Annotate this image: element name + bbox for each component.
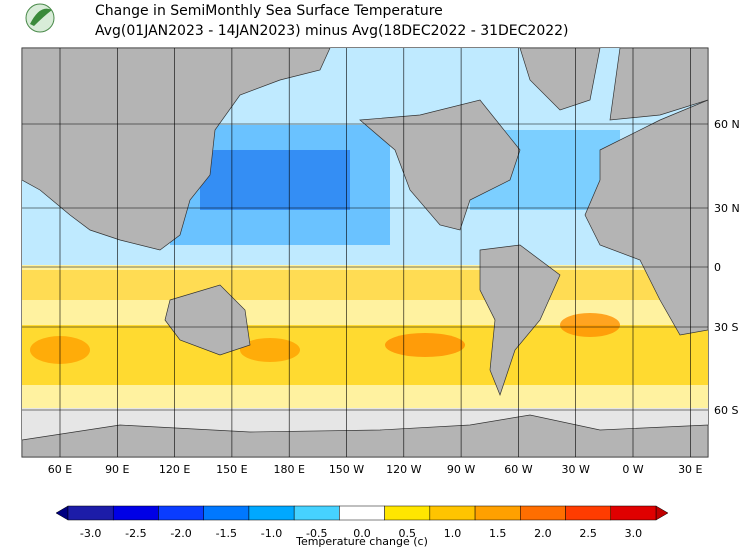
colorbar-swatch bbox=[248, 505, 295, 521]
colorbar-tick-label: 0.5 bbox=[398, 527, 416, 540]
colorbar-tick-label: -1.5 bbox=[216, 527, 237, 540]
longitude-label: 0 W bbox=[622, 463, 643, 476]
longitude-label: 90 W bbox=[447, 463, 475, 476]
colorbar-swatch bbox=[474, 505, 521, 521]
colorbar-tick-label: 2.5 bbox=[579, 527, 597, 540]
latitude-label: 60 S bbox=[714, 404, 738, 417]
colorbar-swatch bbox=[158, 505, 204, 521]
latitude-label: 30 N bbox=[714, 202, 740, 215]
latitude-label: 60 N bbox=[714, 118, 740, 131]
colorbar-swatch bbox=[520, 505, 566, 521]
longitude-label: 60 E bbox=[48, 463, 72, 476]
colorbar-label: Temperature change (c) bbox=[295, 535, 428, 548]
colorbar-swatch bbox=[112, 505, 159, 521]
colorbar-tick-label: 2.0 bbox=[534, 527, 552, 540]
colorbar-under bbox=[55, 505, 69, 521]
map bbox=[21, 47, 709, 458]
longitude-label: 180 E bbox=[273, 463, 304, 476]
colorbar-swatch bbox=[339, 505, 385, 521]
colorbar-tick-label: -1.0 bbox=[261, 527, 282, 540]
colorbar-tick-label: 0.0 bbox=[353, 527, 371, 540]
colorbar-swatch bbox=[67, 505, 114, 521]
title: Change in SemiMonthly Sea Surface Temper… bbox=[95, 3, 443, 19]
latitude-label: 0 bbox=[714, 261, 721, 274]
colorbar-tick-label: 1.5 bbox=[489, 527, 507, 540]
colorbar-tick-label: -3.0 bbox=[80, 527, 101, 540]
longitude-label: 60 W bbox=[504, 463, 532, 476]
colorbar-tick-label: 1.0 bbox=[444, 527, 462, 540]
colorbar-tick-label: 3.0 bbox=[625, 527, 643, 540]
colorbar: -3.0 -2.5 -2.0 -1.5 -1.0 -0.5 0.0 0.5 1.0 1.5 2.0 2… bbox=[55, 505, 669, 540]
graticule bbox=[22, 48, 708, 457]
colorbar-tick-label: -2.0 bbox=[170, 527, 191, 540]
colorbar-swatch bbox=[293, 505, 340, 521]
colorbar-swatch bbox=[610, 505, 657, 521]
longitude-label: 150 W bbox=[329, 463, 364, 476]
longitude-label: 120 E bbox=[159, 463, 190, 476]
colorbar-swatch bbox=[429, 505, 476, 521]
colorbar-tick-label: -0.5 bbox=[306, 527, 327, 540]
longitude-label: 120 W bbox=[386, 463, 421, 476]
colorbar-swatch bbox=[565, 505, 612, 521]
latitude-label: 30 S bbox=[714, 321, 738, 334]
longitude-label: 30 E bbox=[678, 463, 702, 476]
colorbar-tick-label: -2.5 bbox=[125, 527, 146, 540]
colorbar-swatch bbox=[203, 505, 250, 521]
logo bbox=[25, 3, 55, 33]
longitude-label: 150 E bbox=[216, 463, 247, 476]
colorbar-swatch bbox=[384, 505, 431, 521]
longitude-label: 90 E bbox=[105, 463, 129, 476]
subtitle: Avg(01JAN2023 - 14JAN2023) minus Avg(18D… bbox=[95, 23, 569, 39]
longitude-label: 30 W bbox=[562, 463, 590, 476]
colorbar-over bbox=[655, 505, 669, 521]
